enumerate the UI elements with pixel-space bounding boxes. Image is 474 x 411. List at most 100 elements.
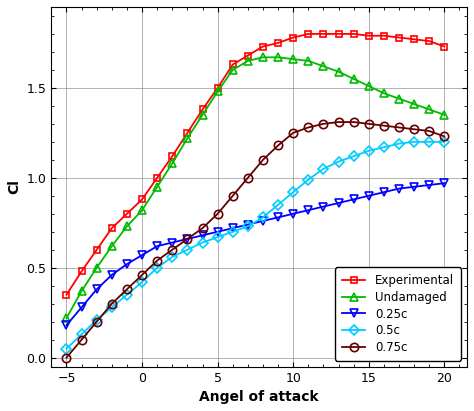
0.75c <box>366 121 372 126</box>
0.75c <box>427 129 432 134</box>
0.5c <box>200 240 205 245</box>
Undamaged <box>230 67 236 72</box>
Experimental <box>184 130 190 135</box>
Undamaged <box>320 64 326 69</box>
0.25c <box>320 204 326 209</box>
0.75c <box>139 272 145 277</box>
0.25c <box>291 211 296 216</box>
0.75c <box>260 157 266 162</box>
Undamaged <box>336 69 341 74</box>
0.75c <box>94 319 100 324</box>
Experimental <box>200 107 205 112</box>
Experimental <box>442 44 447 49</box>
0.5c <box>79 332 84 337</box>
Experimental <box>260 44 266 49</box>
Undamaged <box>169 161 175 166</box>
0.5c <box>215 235 220 240</box>
0.25c <box>79 305 84 310</box>
0.5c <box>396 141 402 146</box>
Experimental <box>245 53 251 58</box>
Undamaged <box>305 58 311 63</box>
Undamaged <box>109 244 115 249</box>
0.25c <box>215 229 220 234</box>
Experimental <box>291 35 296 40</box>
0.25c <box>260 219 266 224</box>
Undamaged <box>64 316 69 321</box>
Undamaged <box>411 102 417 106</box>
0.75c <box>169 247 175 252</box>
0.25c <box>230 226 236 231</box>
Undamaged <box>79 289 84 293</box>
0.25c <box>366 193 372 198</box>
0.5c <box>230 229 236 234</box>
0.5c <box>381 145 387 150</box>
0.25c <box>109 272 115 277</box>
0.5c <box>94 317 100 322</box>
0.25c <box>200 233 205 238</box>
0.5c <box>291 190 296 195</box>
0.5c <box>260 215 266 220</box>
0.25c <box>155 244 160 249</box>
Undamaged <box>245 58 251 63</box>
0.75c <box>200 226 205 231</box>
Undamaged <box>215 89 220 94</box>
Experimental <box>396 35 402 40</box>
0.75c <box>64 355 69 360</box>
0.75c <box>79 337 84 342</box>
Undamaged <box>291 57 296 62</box>
Line: 0.5c: 0.5c <box>63 139 448 352</box>
Undamaged <box>184 136 190 141</box>
0.5c <box>64 346 69 351</box>
0.25c <box>351 197 356 202</box>
0.75c <box>155 258 160 263</box>
Undamaged <box>155 184 160 189</box>
Line: Undamaged: Undamaged <box>62 53 448 322</box>
0.5c <box>124 292 130 297</box>
0.5c <box>109 305 115 310</box>
0.25c <box>336 201 341 206</box>
0.75c <box>411 127 417 132</box>
0.25c <box>427 182 432 187</box>
Undamaged <box>260 55 266 60</box>
0.5c <box>169 254 175 259</box>
0.5c <box>305 177 311 182</box>
0.5c <box>351 154 356 159</box>
0.75c <box>396 125 402 130</box>
0.25c <box>381 190 387 195</box>
0.5c <box>411 139 417 144</box>
Experimental <box>94 247 100 252</box>
0.25c <box>305 208 311 212</box>
Experimental <box>109 226 115 231</box>
Experimental <box>155 175 160 180</box>
0.25c <box>275 215 281 220</box>
Undamaged <box>427 107 432 112</box>
Undamaged <box>396 96 402 101</box>
0.5c <box>427 139 432 144</box>
Experimental <box>275 40 281 45</box>
0.5c <box>442 139 447 144</box>
0.5c <box>245 224 251 229</box>
Experimental <box>366 33 372 38</box>
0.5c <box>139 279 145 284</box>
0.5c <box>336 159 341 164</box>
0.75c <box>320 121 326 126</box>
0.25c <box>139 253 145 258</box>
0.25c <box>411 184 417 189</box>
0.75c <box>275 143 281 148</box>
Experimental <box>79 269 84 274</box>
0.25c <box>94 287 100 292</box>
0.25c <box>396 186 402 191</box>
Line: 0.25c: 0.25c <box>62 179 448 330</box>
0.5c <box>366 148 372 153</box>
0.75c <box>305 125 311 130</box>
0.25c <box>64 323 69 328</box>
Experimental <box>169 154 175 159</box>
0.25c <box>245 222 251 227</box>
Experimental <box>381 33 387 38</box>
Y-axis label: Cl: Cl <box>7 179 21 194</box>
Experimental <box>336 32 341 37</box>
0.75c <box>124 287 130 292</box>
0.75c <box>381 123 387 128</box>
Experimental <box>305 32 311 37</box>
Experimental <box>411 37 417 42</box>
